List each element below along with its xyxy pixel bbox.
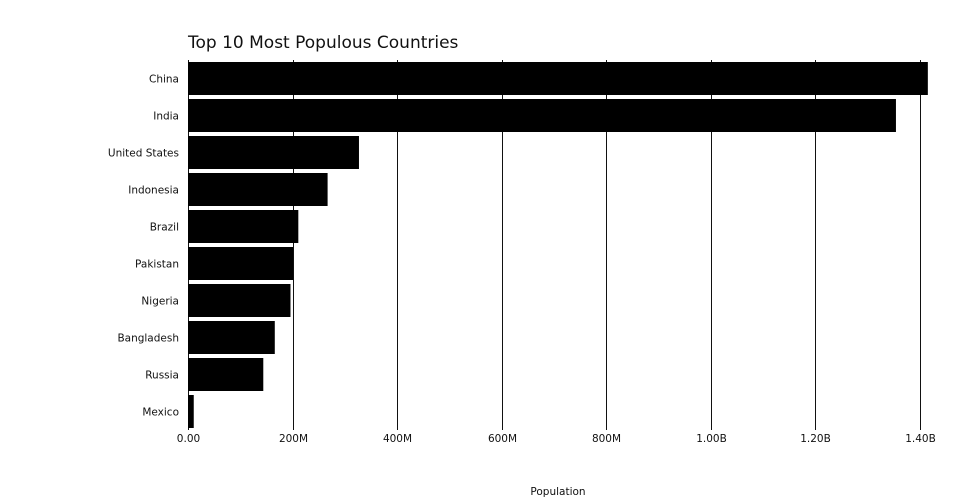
bar-mexico[interactable] bbox=[188, 395, 194, 428]
chart-title: Top 10 Most Populous Countries bbox=[187, 33, 459, 53]
bar-russia[interactable] bbox=[188, 358, 264, 391]
y-tick-label: Russia bbox=[145, 370, 179, 382]
x-tick-label: 200M bbox=[279, 433, 308, 445]
bar-brazil[interactable] bbox=[188, 210, 299, 243]
x-tick-label: 600M bbox=[488, 433, 517, 445]
y-tick-label: Nigeria bbox=[141, 296, 179, 308]
bar-united-states[interactable] bbox=[188, 136, 359, 169]
y-axis-ticks: China India United States Indonesia Brazil Pa… bbox=[108, 74, 179, 419]
x-tick-label: 800M bbox=[592, 433, 621, 445]
x-tick-label: 1.20B bbox=[800, 433, 831, 445]
bars bbox=[188, 62, 928, 428]
x-axis-ticks: 0.00 200M 400M 600M 800M 1.00B 1.20B 1.40B bbox=[177, 433, 936, 445]
y-tick-label: Pakistan bbox=[135, 259, 179, 271]
x-tick-label: 1.40B bbox=[905, 433, 936, 445]
bar-pakistan[interactable] bbox=[188, 247, 294, 280]
x-tick-label: 0.00 bbox=[177, 433, 200, 445]
y-tick-label: India bbox=[153, 111, 179, 123]
x-axis-label: Population bbox=[530, 486, 585, 498]
bar-indonesia[interactable] bbox=[188, 173, 328, 206]
y-tick-label: Mexico bbox=[142, 407, 179, 419]
y-tick-label: Brazil bbox=[150, 222, 179, 234]
x-tick-label: 1.00B bbox=[696, 433, 727, 445]
bar-nigeria[interactable] bbox=[188, 284, 291, 317]
y-tick-label: United States bbox=[108, 148, 179, 160]
y-tick-label: Indonesia bbox=[128, 185, 179, 197]
y-tick-label: China bbox=[149, 74, 179, 86]
bar-bangladesh[interactable] bbox=[188, 321, 275, 354]
bar-india[interactable] bbox=[188, 99, 896, 132]
bar-china[interactable] bbox=[188, 62, 928, 95]
y-tick-label: Bangladesh bbox=[117, 333, 179, 345]
x-tick-label: 400M bbox=[383, 433, 412, 445]
